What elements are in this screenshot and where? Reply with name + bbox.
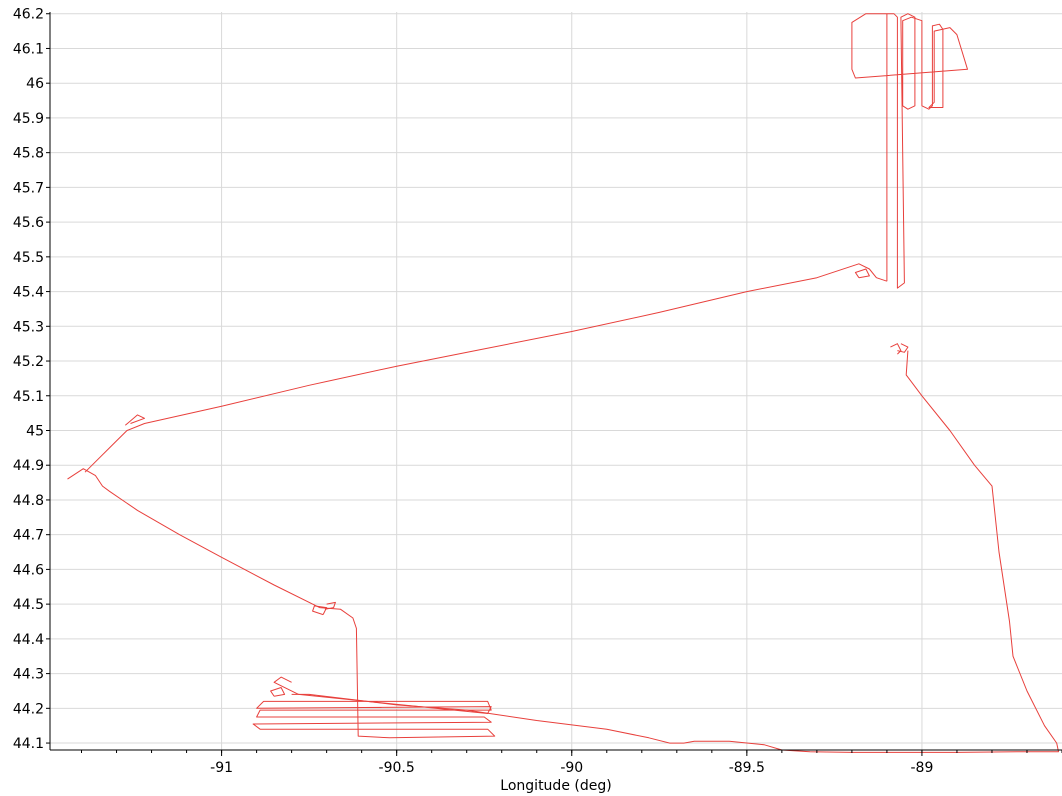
track-line <box>897 343 909 353</box>
y-tick-label: 44.3 <box>13 667 44 683</box>
y-tick-label: 45.1 <box>13 389 44 405</box>
x-axis-label: Longitude (deg) <box>500 778 611 794</box>
x-tick-label: -90.5 <box>379 760 415 776</box>
y-tick-label: 45.7 <box>13 180 44 196</box>
y-tick-label: 45 <box>26 423 44 439</box>
tick-labels: -91 -90.5 -90 -89.5 -89 44.1 44.2 44.3 44.4 44.5 4… <box>13 7 934 776</box>
y-tick-label: 44.7 <box>13 528 44 544</box>
y-tick-label: 44.5 <box>13 597 44 613</box>
x-tick-label: -89 <box>910 760 933 776</box>
track-line <box>67 468 496 739</box>
axes <box>46 12 1062 756</box>
x-tick-label: -89.5 <box>729 760 765 776</box>
series-layer <box>67 13 1059 753</box>
y-tick-label: 45.5 <box>13 250 44 266</box>
x-tick-label: -90 <box>560 760 583 776</box>
y-tick-label: 46.2 <box>13 7 44 23</box>
track-line <box>312 605 328 616</box>
y-tick-label: 44.8 <box>13 493 44 509</box>
y-tick-label: 45.3 <box>13 319 44 335</box>
y-tick-label: 45.8 <box>13 146 44 162</box>
y-tick-label: 45.4 <box>13 285 44 301</box>
track-line <box>124 414 145 426</box>
track-line <box>851 13 968 289</box>
y-tick-label: 44.1 <box>13 736 44 752</box>
y-tick-label: 44.6 <box>13 562 44 578</box>
y-tick-label: 45.9 <box>13 111 44 127</box>
track-line <box>890 343 902 355</box>
y-tick-label: 46.1 <box>13 41 44 57</box>
y-tick-label: 45.6 <box>13 215 44 231</box>
y-tick-label: 44.2 <box>13 701 44 717</box>
y-tick-label: 45.2 <box>13 354 44 370</box>
y-tick-label: 44.9 <box>13 458 44 474</box>
track-line <box>854 268 870 279</box>
y-tick-label: 44.4 <box>13 632 44 648</box>
track-line <box>324 601 336 610</box>
track-line <box>270 687 286 697</box>
track-line <box>84 263 888 473</box>
x-tick-label: -91 <box>210 760 233 776</box>
y-tick-label: 46 <box>26 76 44 92</box>
grid <box>50 12 1062 750</box>
